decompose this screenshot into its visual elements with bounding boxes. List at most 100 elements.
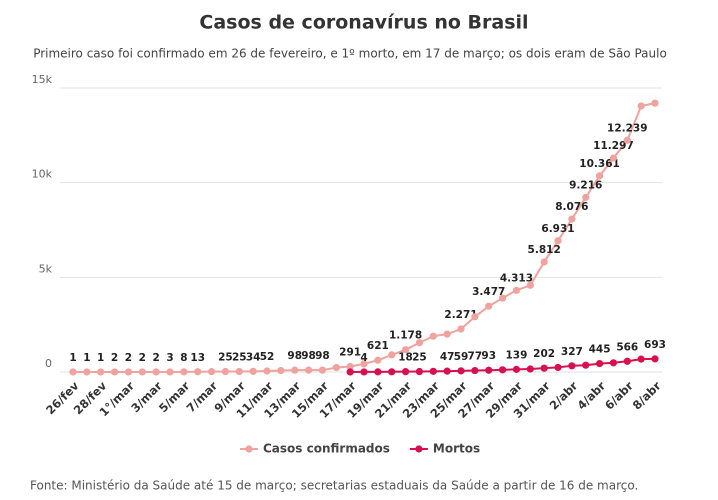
data-label: 4 <box>360 352 367 364</box>
data-point <box>554 363 562 372</box>
data-label: 9.216 <box>569 180 602 192</box>
data-point <box>401 346 410 354</box>
data-point <box>457 325 465 333</box>
data-point <box>97 368 105 376</box>
data-point <box>374 356 382 364</box>
legend-label: Casos confirmados <box>263 442 390 456</box>
data-label: 1 <box>97 352 104 364</box>
data-label: 59 <box>454 351 469 363</box>
y-tick-label: 0 <box>45 357 52 370</box>
data-label: 52 <box>260 351 275 363</box>
data-label: 25 <box>218 352 233 364</box>
y-tick-label: 10k <box>32 168 53 181</box>
data-label: 3.477 <box>472 286 505 298</box>
data-point <box>180 368 188 376</box>
data-label: 12.239 <box>607 122 648 134</box>
data-point <box>526 365 534 373</box>
data-label: 93 <box>481 350 496 362</box>
data-point <box>526 281 534 289</box>
data-point <box>415 367 424 376</box>
y-tick-label: 15k <box>32 73 53 86</box>
data-point <box>609 359 618 367</box>
data-label: 98 <box>287 350 302 362</box>
data-point <box>554 237 562 245</box>
data-point <box>263 367 271 375</box>
data-point <box>124 368 133 376</box>
data-point <box>415 339 424 347</box>
data-point <box>401 368 410 376</box>
data-point <box>651 99 659 107</box>
data-point <box>318 366 327 374</box>
data-point <box>360 360 368 368</box>
data-point <box>623 357 631 365</box>
data-label: 445 <box>589 344 611 356</box>
data-point <box>623 136 631 144</box>
data-label: 3 <box>166 352 173 364</box>
data-point <box>471 366 479 375</box>
data-point <box>637 102 645 110</box>
data-point <box>568 215 576 223</box>
data-point <box>457 367 465 375</box>
data-point <box>498 294 507 302</box>
data-point <box>595 359 604 368</box>
data-label: 2.271 <box>444 309 477 321</box>
data-point <box>249 367 257 375</box>
data-point <box>429 367 437 375</box>
source-note: Fonte: Ministério da Saúde até 15 de mar… <box>30 479 638 493</box>
data-label: 566 <box>616 341 638 353</box>
data-label: 18 <box>398 352 413 364</box>
data-label: 5.812 <box>528 244 561 256</box>
data-point <box>498 366 507 374</box>
x-tick-label: 6/abr <box>602 378 636 412</box>
legend-marker <box>415 445 423 453</box>
data-point <box>221 367 230 376</box>
data-label: 8.076 <box>555 201 588 213</box>
data-label: 139 <box>505 349 527 361</box>
data-point <box>485 366 493 374</box>
data-label: 8 <box>180 352 187 364</box>
data-point <box>443 330 451 338</box>
data-point <box>388 351 396 359</box>
x-tick-label: 4/abr <box>574 378 608 412</box>
data-point <box>304 366 313 374</box>
y-tick-label: 5k <box>39 262 53 275</box>
data-label: 2 <box>152 352 159 364</box>
data-label: 47 <box>440 351 455 363</box>
data-label: 11.297 <box>593 140 634 152</box>
data-point <box>83 368 91 376</box>
data-point <box>651 355 659 363</box>
data-point <box>637 355 645 363</box>
data-point <box>346 362 354 371</box>
data-point <box>512 365 521 373</box>
data-point <box>235 367 243 376</box>
data-point <box>485 302 493 310</box>
data-label: 13 <box>190 352 205 364</box>
x-tick-label: 8/abr <box>630 378 664 412</box>
data-label: 693 <box>644 339 666 351</box>
data-point <box>138 368 146 376</box>
data-point <box>429 332 437 340</box>
data-label: 621 <box>367 340 389 352</box>
data-point <box>609 154 618 162</box>
data-point <box>152 368 160 376</box>
data-label: 1 <box>83 352 90 364</box>
data-point <box>69 368 77 376</box>
data-label: 1.178 <box>389 330 422 342</box>
data-label: 25 <box>412 352 427 364</box>
data-label: 6.931 <box>541 223 574 235</box>
data-point <box>332 363 340 372</box>
data-point <box>595 172 604 180</box>
data-point <box>277 366 285 375</box>
data-point <box>540 364 548 372</box>
data-point <box>346 368 354 376</box>
data-point <box>582 361 590 369</box>
data-point <box>512 286 521 294</box>
data-label: 34 <box>246 351 261 363</box>
chart-title: Casos de coronavírus no Brasil <box>199 12 528 34</box>
data-label: 327 <box>561 346 583 358</box>
chart-subtitle: Primeiro caso foi confirmado em 26 de fe… <box>33 47 667 61</box>
data-label: 98 <box>315 350 330 362</box>
data-label: 2 <box>139 352 146 364</box>
data-point <box>374 368 382 376</box>
